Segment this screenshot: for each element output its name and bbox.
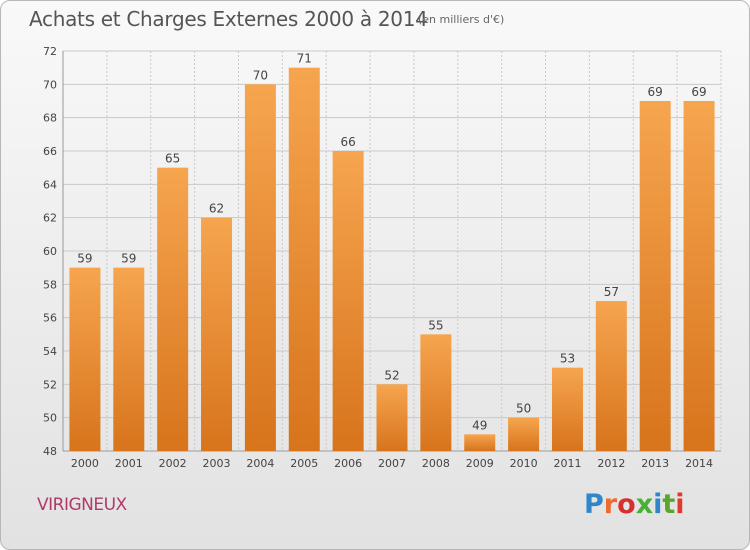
bar (157, 167, 189, 451)
logo-letter: i (675, 489, 685, 520)
y-tick-label: 56 (43, 312, 57, 325)
y-tick-label: 64 (43, 178, 57, 191)
data-label: 66 (340, 135, 355, 149)
x-tick-label: 2009 (466, 457, 494, 470)
data-label: 59 (121, 252, 136, 266)
bar (332, 151, 364, 451)
bar (464, 434, 496, 451)
y-tick-label: 50 (43, 412, 57, 425)
data-label: 53 (560, 352, 575, 366)
bar (376, 384, 408, 451)
x-tick-label: 2004 (246, 457, 274, 470)
chart-title: Achats et Charges Externes 2000 à 2014 (29, 7, 428, 31)
bar (69, 267, 101, 451)
data-label: 69 (648, 85, 663, 99)
x-tick-label: 2005 (290, 457, 318, 470)
data-label: 62 (209, 202, 224, 216)
x-tick-label: 2011 (553, 457, 581, 470)
bar (595, 301, 627, 451)
y-tick-label: 48 (43, 445, 57, 458)
bar (244, 84, 276, 451)
data-label: 71 (297, 52, 312, 66)
bar (201, 217, 233, 451)
commune-name: VIRIGNEUX (37, 495, 127, 515)
y-tick-label: 62 (43, 212, 57, 225)
bar (551, 367, 583, 451)
x-tick-label: 2001 (115, 457, 143, 470)
data-label: 59 (77, 252, 92, 266)
y-tick-label: 54 (43, 345, 57, 358)
y-tick-label: 58 (43, 278, 57, 291)
x-tick-label: 2000 (71, 457, 99, 470)
x-tick-label: 2003 (203, 457, 231, 470)
y-tick-label: 66 (43, 145, 57, 158)
bars (69, 67, 715, 452)
data-label: 52 (384, 368, 399, 382)
data-label: 55 (428, 318, 443, 332)
y-tick-label: 68 (43, 112, 57, 125)
chart-subtitle: (en milliers d'€) (418, 13, 505, 26)
logo-letter: t (662, 489, 676, 520)
bar (508, 417, 540, 451)
data-label: 57 (604, 285, 619, 299)
bar (288, 67, 320, 452)
data-label: 69 (691, 85, 706, 99)
bar (420, 334, 452, 451)
x-tick-label: 2013 (641, 457, 669, 470)
x-tick-label: 2002 (159, 457, 187, 470)
data-label: 49 (472, 418, 487, 432)
bar (113, 267, 145, 451)
y-tick-label: 52 (43, 378, 57, 391)
x-tick-label: 2012 (597, 457, 625, 470)
logo-letter: o (617, 489, 636, 520)
data-label: 70 (253, 68, 268, 82)
y-tick-label: 72 (43, 45, 57, 58)
x-tick-label: 2006 (334, 457, 362, 470)
bar (683, 101, 715, 451)
x-tick-label: 2008 (422, 457, 450, 470)
data-labels: 59 59 65 62 70 71 66 52 55 49 50 53 57 69 69 (77, 52, 706, 433)
x-tick-label: 2007 (378, 457, 406, 470)
data-label: 50 (516, 402, 531, 416)
bar (639, 101, 671, 451)
logo-letter: x (635, 489, 654, 520)
y-tick-label: 60 (43, 245, 57, 258)
x-tick-label: 2010 (510, 457, 538, 470)
logo-letter: r (603, 489, 618, 520)
logo-letter: P (584, 489, 604, 520)
x-tick-label: 2014 (685, 457, 713, 470)
data-label: 65 (165, 152, 180, 166)
proxiti-logo[interactable]: Proxiti (584, 489, 685, 520)
logo-letter: i (653, 489, 663, 520)
y-tick-label: 70 (43, 78, 57, 91)
